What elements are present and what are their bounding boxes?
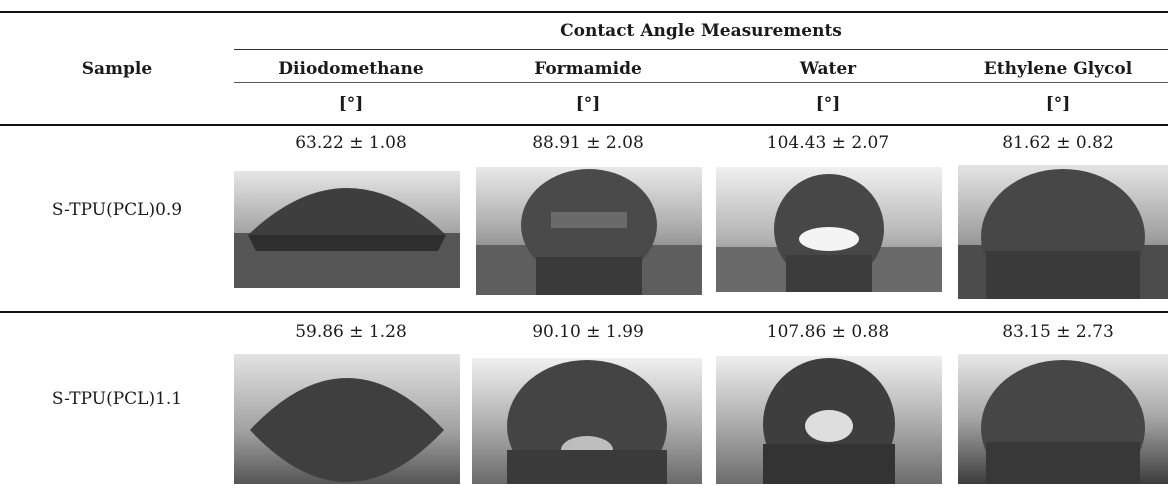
unit-label: [°]	[575, 94, 601, 114]
group-rule	[234, 49, 1168, 50]
value-cell: 107.86 ± 0.88	[766, 322, 890, 342]
unit-label: [°]	[1045, 94, 1071, 114]
droplet-image-diiodomethane	[234, 354, 460, 484]
sample-label: S-TPU(PCL)0.9	[51, 200, 183, 220]
header-rule	[234, 82, 1168, 83]
value-cell: 63.22 ± 1.08	[295, 133, 407, 153]
value-cell: 88.91 ± 2.08	[532, 133, 644, 153]
droplet-image-ethylene-glycol	[958, 165, 1168, 299]
top-rule	[0, 11, 1168, 13]
value-cell: 90.10 ± 1.99	[532, 322, 644, 342]
droplet-image-ethylene-glycol	[958, 354, 1168, 484]
col-header-water: Water	[799, 59, 857, 79]
value-cell: 83.15 ± 2.73	[1002, 322, 1114, 342]
droplet-image-formamide	[476, 167, 702, 295]
droplet-image-formamide	[472, 358, 702, 484]
droplet-image-water	[716, 167, 942, 292]
unit-label: [°]	[815, 94, 841, 114]
sample-label: S-TPU(PCL)1.1	[51, 389, 183, 409]
row-rule	[0, 124, 1168, 126]
droplet-image-diiodomethane	[234, 171, 460, 288]
col-header-diiodomethane: Diiodomethane	[278, 59, 424, 79]
value-cell: 59.86 ± 1.28	[295, 322, 407, 342]
value-cell: 81.62 ± 0.82	[1002, 133, 1114, 153]
row-rule	[0, 311, 1168, 313]
unit-label: [°]	[338, 94, 364, 114]
sample-header: Sample	[81, 59, 153, 79]
value-cell: 104.43 ± 2.07	[766, 133, 890, 153]
col-header-formamide: Formamide	[534, 59, 642, 79]
droplet-image-water	[716, 356, 942, 484]
col-header-ethylene-glycol: Ethylene Glycol	[983, 59, 1133, 79]
group-header: Contact Angle Measurements	[560, 21, 842, 41]
